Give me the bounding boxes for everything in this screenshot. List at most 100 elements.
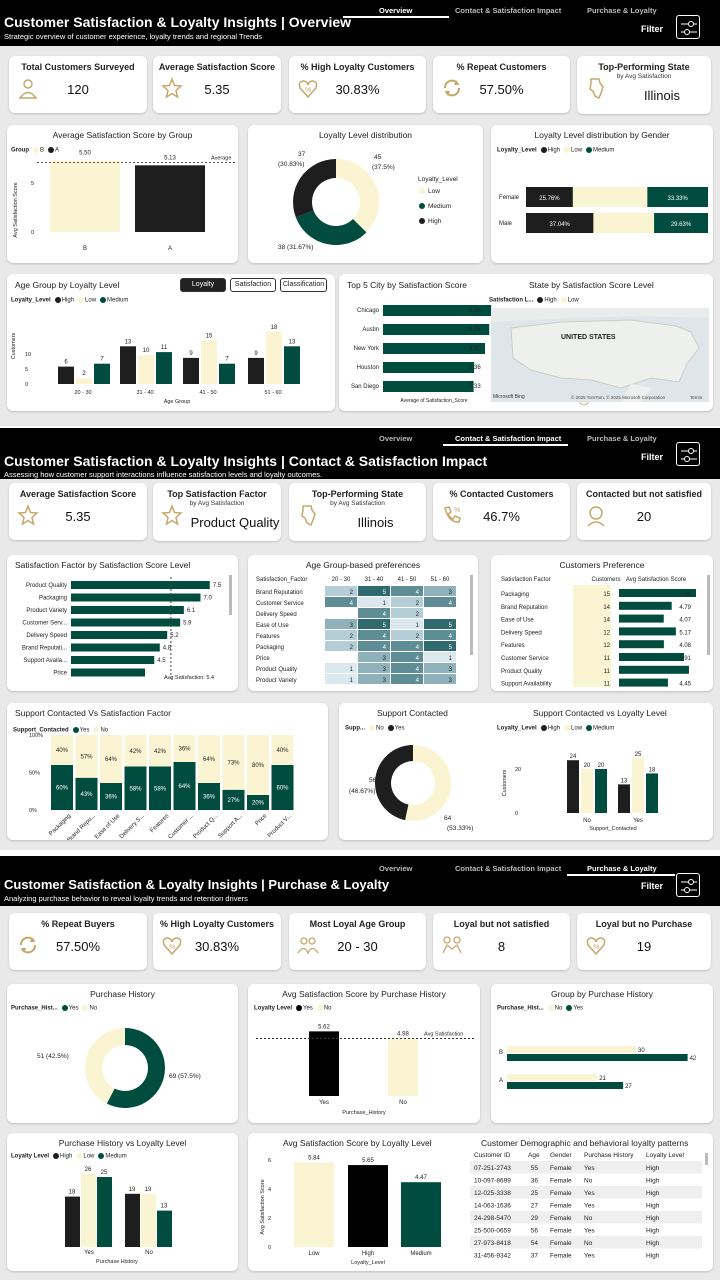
- chart-title: Purchase History vs Loyalty Level: [58, 1138, 187, 1148]
- percent: %: [169, 944, 175, 951]
- handshake-icon: [442, 936, 462, 954]
- bar: [348, 1165, 388, 1247]
- data-label: 5.50: [79, 151, 91, 157]
- data-label: 58%: [154, 786, 167, 792]
- head: [23, 79, 33, 89]
- map-terms-link[interactable]: Terms: [690, 395, 703, 400]
- bar-yes: [198, 783, 220, 810]
- customers-bar-bg: [573, 585, 611, 687]
- nav-contact[interactable]: Contact & Satisfaction Impact: [455, 6, 562, 15]
- bar: [383, 324, 490, 335]
- cell-value: 29: [531, 1215, 539, 1222]
- bar: [50, 160, 120, 232]
- bar: [71, 581, 210, 589]
- data-label: 36%: [203, 795, 216, 801]
- avg-bar: [619, 665, 689, 674]
- column-header: Age: [528, 1152, 540, 1159]
- x-axis-title: Average of Satisfaction_Score: [400, 398, 467, 404]
- star-badge-icon: [161, 503, 183, 526]
- map-credit: © 2025 TomTom, © 2025 Microsoft Corporat…: [571, 395, 666, 400]
- heat-cell: [424, 586, 456, 596]
- y-tick: 0: [515, 811, 518, 817]
- y-tick: 50%: [29, 771, 40, 777]
- cell-value: 3: [449, 590, 453, 596]
- head1: [443, 936, 451, 944]
- cell-value: 1: [383, 601, 387, 607]
- nav-overview[interactable]: Overview: [379, 864, 413, 873]
- cell-value: Female: [550, 1203, 572, 1210]
- reference-label: Avg Satisfaction: 5.4: [164, 675, 214, 681]
- cell-value: 11: [604, 669, 611, 675]
- data-label: 6.00: [469, 346, 481, 352]
- bar: [71, 656, 155, 664]
- loyalty-button[interactable]: Loyalty: [180, 278, 226, 292]
- filter-button[interactable]: [676, 873, 700, 897]
- kpi-label: Top-Performing State: [598, 62, 690, 72]
- nav-overview[interactable]: Overview: [379, 6, 413, 15]
- cell-value: High: [646, 1253, 660, 1260]
- bar: [581, 769, 593, 813]
- nav-purchase[interactable]: Purchase & Loyalty: [587, 864, 657, 873]
- nav-contact[interactable]: Contact & Satisfaction Impact: [455, 864, 562, 873]
- bar-segment: [647, 187, 708, 207]
- nav-purchase[interactable]: Purchase & Loyalty: [587, 6, 657, 15]
- chart-support-contacted-card: Support Contacted Supp... No Yes Support C…: [339, 703, 713, 840]
- cell-value: 2: [416, 634, 420, 640]
- kpi-value: 46.7%: [483, 509, 520, 524]
- classification-button[interactable]: Classification: [280, 278, 327, 292]
- heat-cell: [358, 608, 390, 618]
- bar-title: Avg Satisfaction Score by Loyalty Level: [283, 1138, 432, 1148]
- bar: [507, 1054, 688, 1061]
- data-label: 11: [161, 345, 168, 351]
- data-label: 4.8: [163, 646, 172, 652]
- filter-button[interactable]: [676, 15, 700, 39]
- bar: [618, 784, 630, 813]
- data-label: 6: [64, 360, 68, 366]
- row-label: Product Quality: [256, 667, 297, 673]
- column-header: Gender: [550, 1152, 573, 1159]
- column-header: Loyalty Level: [646, 1152, 684, 1159]
- column-header: 20 - 30: [332, 577, 351, 583]
- data-label: 7.0: [204, 596, 213, 602]
- bar: [71, 606, 184, 614]
- bar: [383, 305, 492, 316]
- cell-value: 2: [350, 634, 354, 640]
- cell-value: 31-456-9342: [474, 1253, 511, 1260]
- satisfaction-button[interactable]: Satisfaction: [230, 278, 276, 292]
- cell-value: 4: [416, 678, 420, 684]
- bar: [76, 378, 92, 384]
- percent: %: [454, 507, 460, 514]
- map-country-label: UNITED STATES: [561, 334, 616, 341]
- chart-avg-satisfaction-group: Average Satisfaction Score by Group Grou…: [7, 125, 238, 263]
- heat-cell: [325, 586, 357, 596]
- filter-button[interactable]: [676, 442, 700, 466]
- scrollbar: [707, 575, 710, 655]
- slice-low: [336, 159, 379, 233]
- kpi-value: Illinois: [643, 88, 681, 103]
- slice-yes: [106, 1028, 165, 1108]
- nav-purchase[interactable]: Purchase & Loyalty: [587, 434, 657, 443]
- slice-yes: [405, 745, 451, 821]
- cell-value: Female: [550, 1178, 572, 1185]
- nav-contact[interactable]: Contact & Satisfaction Impact: [455, 434, 562, 443]
- avg-bar: [619, 601, 672, 610]
- us-map[interactable]: UNITED STATES © 2025 TomTom, © 2025 Micr…: [491, 308, 709, 402]
- x-tick: Product V...: [267, 813, 293, 839]
- row-label: Brand Reputation: [501, 605, 548, 611]
- bar-no: [149, 735, 171, 767]
- data-label: 2: [82, 371, 86, 377]
- data-label: 20: [584, 763, 591, 769]
- bar: [156, 352, 172, 384]
- data-label: (46.67%): [349, 788, 375, 795]
- arrowheads: [21, 937, 35, 953]
- data-label: 6.36: [469, 308, 481, 314]
- y-tick: Female: [499, 195, 520, 201]
- y-tick: Support Availa...: [23, 658, 67, 664]
- cell-value: Female: [550, 1253, 572, 1260]
- row-stripe: [470, 1236, 702, 1249]
- cell-value: 1: [416, 623, 420, 629]
- data-label: 4.5: [157, 658, 166, 664]
- cell-value: 5: [449, 623, 453, 629]
- heat-cell: [358, 674, 390, 684]
- nav-overview[interactable]: Overview: [379, 434, 413, 443]
